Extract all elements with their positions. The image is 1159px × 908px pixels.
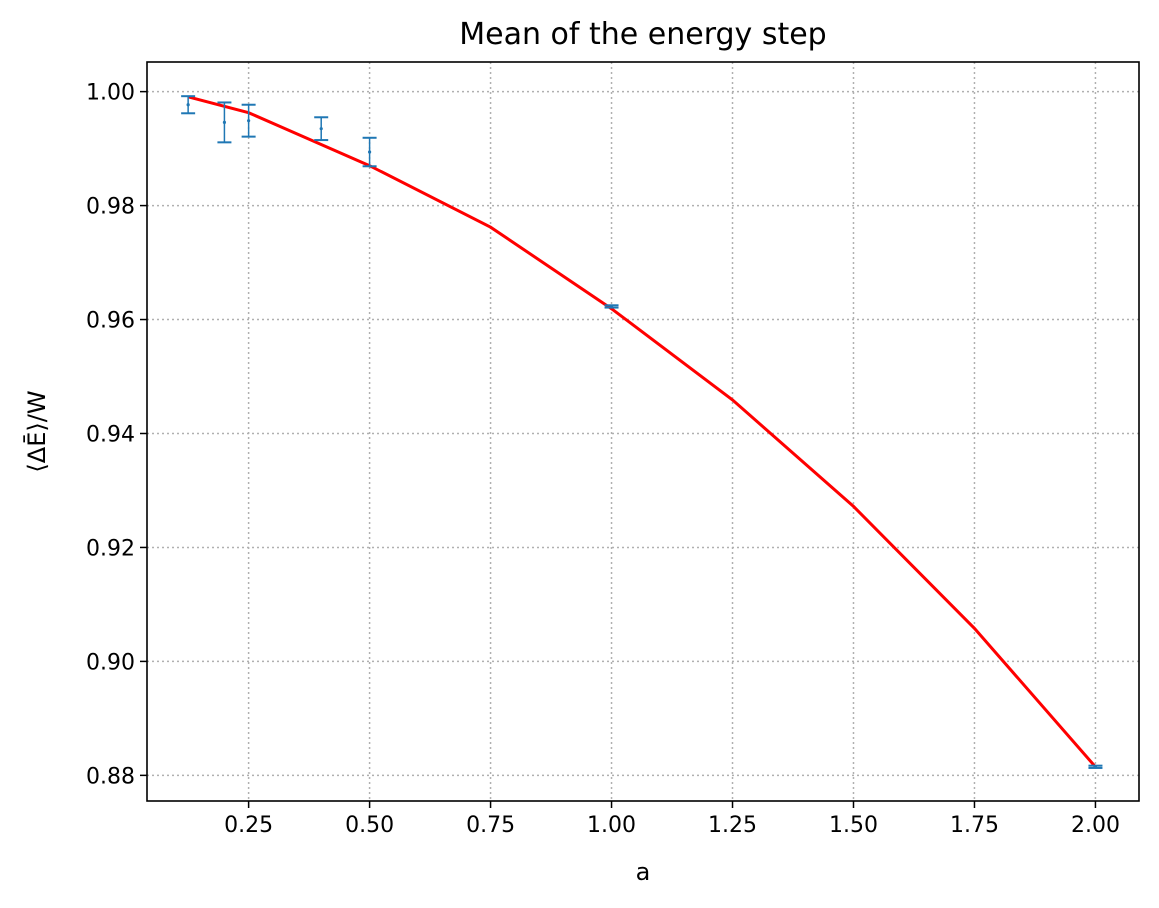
data-point: [367, 150, 372, 154]
x-tick-label: 0.75: [466, 813, 515, 838]
grid: [147, 62, 1139, 801]
y-tick-label: 0.88: [86, 764, 135, 789]
x-tick-label: 1.00: [587, 813, 636, 838]
errorbar-point: [604, 304, 619, 309]
x-axis-ticks: 0.25 0.50 0.75 1.00 1.25 1.50 1.75 2.00: [224, 801, 1120, 838]
y-tick-label: 0.92: [86, 536, 135, 561]
data-point: [247, 119, 251, 123]
errorbar-point: [217, 101, 232, 144]
y-tick-label: 0.90: [86, 650, 135, 675]
x-axis-label: a: [636, 858, 651, 886]
y-tick-label: 0.94: [86, 422, 135, 447]
data-point: [319, 127, 323, 131]
data-point: [609, 304, 614, 309]
fit-curve: [187, 95, 1097, 768]
fit-curve-layer: [187, 95, 1097, 768]
x-tick-label: 1.25: [708, 813, 757, 838]
errorbar-point: [362, 136, 377, 168]
errorbar-point: [314, 116, 329, 142]
chart-title: Mean of the energy step: [459, 17, 826, 52]
y-tick-label: 0.98: [86, 195, 135, 220]
x-tick-label: 2.00: [1071, 813, 1120, 838]
errorbar-layer: [181, 95, 1103, 769]
y-tick-label: 1.00: [86, 81, 135, 106]
data-point: [222, 120, 227, 124]
y-axis-label: ⟨ΔĒ⟩/W: [22, 390, 51, 472]
data-point: [186, 103, 190, 107]
x-tick-label: 0.25: [224, 813, 273, 838]
errorbar-point: [241, 103, 256, 138]
plot-frame: [146, 61, 1140, 802]
errorbar-point: [181, 95, 196, 115]
x-tick-label: 1.50: [829, 813, 878, 838]
data-point: [1093, 765, 1098, 769]
errorbar-point: [1088, 764, 1103, 769]
y-axis-ticks: 0.88 0.90 0.92 0.94 0.96 0.98 1.00: [86, 81, 147, 789]
x-tick-label: 1.75: [950, 813, 999, 838]
x-tick-label: 0.50: [345, 813, 394, 838]
y-tick-label: 0.96: [86, 309, 135, 334]
